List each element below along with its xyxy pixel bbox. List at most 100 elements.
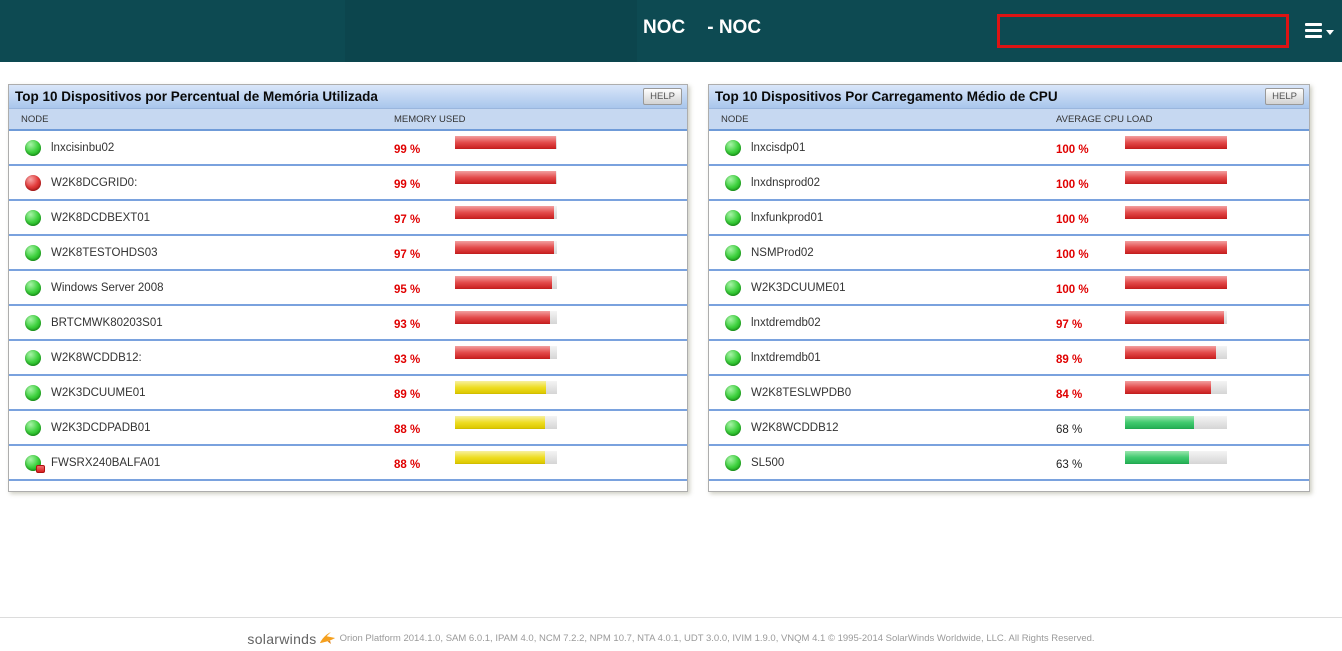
node-name-link[interactable]: W2K3DCUUME01 bbox=[751, 281, 846, 294]
value-label: 63 % bbox=[1056, 458, 1083, 471]
help-button[interactable]: HELP bbox=[1265, 88, 1304, 105]
node-status-up-icon bbox=[725, 314, 741, 331]
node-name-link[interactable]: W2K8DCDBEXT01 bbox=[51, 211, 151, 224]
table-row: W2K8DCGRID0: 99 % bbox=[9, 166, 687, 201]
node-status-up-icon bbox=[25, 349, 41, 366]
table-row: W2K3DCUUME01 89 % bbox=[9, 376, 687, 411]
bar-fill bbox=[1125, 276, 1227, 289]
node-name-link[interactable]: W2K8TESLWPDB0 bbox=[751, 386, 852, 399]
node-name-link[interactable]: lnxfunkprod01 bbox=[751, 211, 824, 224]
value-label: 89 % bbox=[394, 388, 421, 401]
value-bar bbox=[455, 346, 687, 359]
column-header-node: NODE bbox=[721, 113, 749, 125]
table-row: FWSRX240BALFA01 88 % bbox=[9, 446, 687, 481]
value-bar bbox=[1125, 171, 1309, 184]
node-name-link[interactable]: lnxtdremdb02 bbox=[751, 316, 821, 329]
value-bar bbox=[455, 416, 687, 429]
panel-memory-top10: Top 10 Dispositivos por Percentual de Me… bbox=[8, 84, 688, 492]
node-name-link[interactable]: BRTCMWK80203S01 bbox=[51, 316, 163, 329]
node-status-up-icon bbox=[25, 209, 41, 226]
node-name-link[interactable]: W2K3DCDPADB01 bbox=[51, 421, 151, 434]
table-row: Windows Server 2008 95 % bbox=[9, 271, 687, 306]
value-bar bbox=[455, 381, 687, 394]
child-status-badge-icon bbox=[36, 464, 45, 473]
node-name-link[interactable]: W2K8TESTOHDS03 bbox=[51, 246, 158, 259]
value-label: 100 % bbox=[1056, 248, 1089, 261]
bar-fill bbox=[455, 311, 550, 324]
bar-fill bbox=[1125, 311, 1224, 324]
dashboard-panels: Top 10 Dispositivos por Percentual de Me… bbox=[0, 62, 1342, 492]
bar-fill bbox=[1125, 346, 1216, 359]
bar-fill bbox=[1125, 381, 1211, 394]
table-row: lnxfunkprod01 100 % bbox=[709, 201, 1309, 236]
bar-fill bbox=[455, 346, 550, 359]
value-label: 93 % bbox=[394, 353, 421, 366]
bar-track bbox=[1125, 381, 1227, 394]
node-name-link[interactable]: lnxcisdp01 bbox=[751, 141, 806, 154]
bar-track bbox=[455, 346, 557, 359]
table-row: BRTCMWK80203S01 93 % bbox=[9, 306, 687, 341]
help-button[interactable]: HELP bbox=[643, 88, 682, 105]
table-row: W2K8DCDBEXT01 97 % bbox=[9, 201, 687, 236]
top-nav-dark-strip bbox=[345, 0, 637, 62]
value-label: 97 % bbox=[394, 213, 421, 226]
bar-fill bbox=[455, 451, 545, 464]
page-title: NOC - NOC bbox=[643, 17, 761, 39]
value-bar bbox=[455, 136, 687, 149]
bar-fill bbox=[1125, 171, 1227, 184]
value-bar bbox=[1125, 136, 1309, 149]
table-row: W2K8WCDDB12 68 % bbox=[709, 411, 1309, 446]
bar-track bbox=[455, 381, 557, 394]
node-status-up-warn-icon bbox=[25, 454, 45, 473]
value-label: 100 % bbox=[1056, 283, 1089, 296]
bar-fill bbox=[1125, 416, 1195, 429]
bar-fill bbox=[1125, 241, 1227, 254]
node-status-up-icon bbox=[25, 139, 41, 156]
node-name-link[interactable]: W2K8WCDDB12 bbox=[751, 421, 839, 434]
value-bar bbox=[1125, 416, 1309, 429]
node-name-link[interactable]: lnxcisinbu02 bbox=[51, 141, 115, 154]
table-row: W2K3DCDPADB01 88 % bbox=[9, 411, 687, 446]
panel-titlebar: Top 10 Dispositivos Por Carregamento Méd… bbox=[709, 85, 1309, 109]
bar-fill bbox=[1125, 136, 1227, 149]
value-label: 99 % bbox=[394, 143, 421, 156]
bar-fill bbox=[455, 206, 554, 219]
bar-track bbox=[1125, 311, 1227, 324]
value-label: 95 % bbox=[394, 283, 421, 296]
hamburger-menu-button[interactable] bbox=[1305, 21, 1335, 43]
node-name-link[interactable]: W2K8DCGRID0: bbox=[51, 176, 138, 189]
bar-track bbox=[1125, 241, 1227, 254]
bar-fill bbox=[455, 171, 556, 184]
bar-track bbox=[1125, 206, 1227, 219]
bar-fill bbox=[1125, 451, 1190, 464]
bar-track bbox=[455, 206, 557, 219]
node-name-link[interactable]: Windows Server 2008 bbox=[51, 281, 164, 294]
value-bar bbox=[455, 241, 687, 254]
node-name-link[interactable]: SL500 bbox=[751, 456, 785, 469]
value-label: 97 % bbox=[394, 248, 421, 261]
bar-fill bbox=[455, 241, 554, 254]
node-name-link[interactable]: lnxdnsprod02 bbox=[751, 176, 821, 189]
solarwinds-flame-icon bbox=[319, 631, 336, 650]
bar-track bbox=[455, 416, 557, 429]
node-status-up-icon bbox=[725, 139, 741, 156]
table-row: lnxcisinbu02 99 % bbox=[9, 131, 687, 166]
top-nav-bar: NOC - NOC bbox=[0, 0, 1342, 62]
node-name-link[interactable]: lnxtdremdb01 bbox=[751, 351, 821, 364]
column-header-node: NODE bbox=[21, 113, 49, 125]
bar-fill bbox=[455, 276, 552, 289]
panel-titlebar: Top 10 Dispositivos por Percentual de Me… bbox=[9, 85, 687, 109]
panel-cpu-top10: Top 10 Dispositivos Por Carregamento Méd… bbox=[708, 84, 1310, 492]
value-label: 68 % bbox=[1056, 423, 1083, 436]
value-bar bbox=[1125, 381, 1309, 394]
panel-title: Top 10 Dispositivos por Percentual de Me… bbox=[15, 89, 378, 104]
node-name-link[interactable]: W2K8WCDDB12: bbox=[51, 351, 142, 364]
node-name-link[interactable]: NSMProd02 bbox=[751, 246, 814, 259]
node-name-link[interactable]: FWSRX240BALFA01 bbox=[51, 456, 161, 469]
node-name-link[interactable]: W2K3DCUUME01 bbox=[51, 386, 146, 399]
page-footer: solarwinds Orion Platform 2014.1.0, SAM … bbox=[0, 617, 1342, 648]
page-title-primary: NOC bbox=[643, 17, 686, 38]
bar-fill bbox=[455, 381, 546, 394]
chevron-down-icon bbox=[1326, 30, 1334, 35]
bar-fill bbox=[455, 416, 545, 429]
